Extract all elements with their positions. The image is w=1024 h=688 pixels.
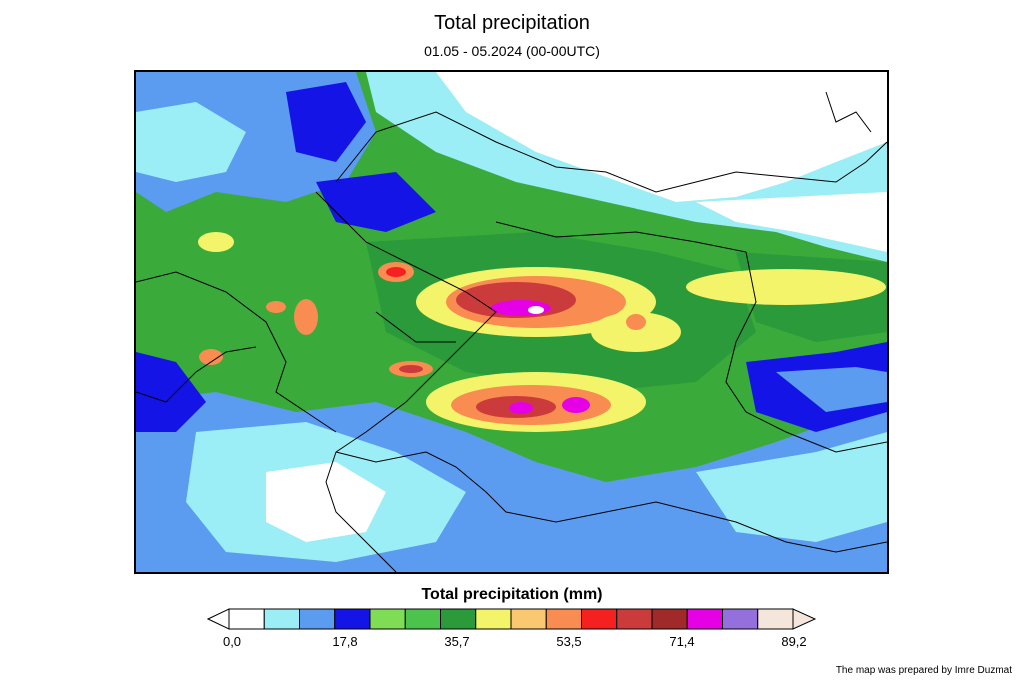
legend-svg: [206, 608, 817, 630]
border-b: [495, 221, 887, 453]
legend-color-box: [369, 608, 406, 630]
southeast-light-area: [696, 432, 887, 542]
legend-low-arrow: [206, 608, 230, 630]
legend-title: Total precipitation (mm): [421, 586, 603, 603]
legend-color-box: [545, 608, 582, 630]
color-legend: [206, 607, 819, 636]
legend-tick-label: 89,2: [781, 634, 807, 649]
core-orange-b: [294, 299, 318, 335]
border-lines: [136, 91, 887, 572]
north-core-peak: [528, 306, 544, 314]
legend-color-box: [228, 608, 265, 630]
northeast-dry-strip: [696, 192, 887, 252]
border-i: [825, 91, 872, 133]
legend-color-box: [299, 608, 336, 630]
border-g: [375, 311, 456, 343]
legend-color-box: [722, 608, 759, 630]
east-yellow-band: [686, 269, 886, 305]
border-e: [325, 451, 397, 572]
core-orange-f: [199, 349, 223, 365]
south-core-magenta-west: [509, 402, 533, 414]
legend-color-box: [651, 608, 688, 630]
central-north-dark-blue: [316, 172, 436, 232]
west-dark-blue: [136, 352, 206, 432]
date-range-subtitle: 01.05 - 05.2024 (00-00UTC): [424, 43, 600, 59]
north-dry-area: [436, 72, 887, 202]
legend-color-box: [686, 608, 723, 630]
legend-color-box: [440, 608, 477, 630]
map-credit: The map was prepared by Imre Duzmat: [835, 665, 1012, 676]
east-core-orange: [626, 314, 646, 330]
map-title: Total precipitation: [434, 12, 590, 34]
legend-color-box: [475, 608, 512, 630]
legend-color-box: [263, 608, 300, 630]
core-orange-c: [266, 301, 286, 313]
legend-color-box: [757, 608, 794, 630]
legend-color-boxes: [228, 608, 794, 630]
border-a: [315, 191, 497, 453]
legend-color-box: [334, 608, 371, 630]
border-d: [335, 451, 697, 523]
legend-color-box: [510, 608, 547, 630]
northwest-dark-blue: [286, 82, 366, 162]
south-core-magenta: [562, 397, 590, 413]
legend-high-arrow: [792, 608, 817, 630]
core-yellow-e: [198, 232, 234, 252]
southwest-dry-area: [266, 462, 386, 542]
east-blue: [776, 367, 887, 412]
legend-color-box: [404, 608, 441, 630]
coastline: [335, 111, 887, 193]
border-c: [136, 271, 337, 433]
map-svg: [136, 72, 887, 572]
legend-tick-label: 17,8: [332, 634, 358, 649]
precipitation-map: [134, 70, 889, 574]
border-h: [136, 346, 257, 403]
legend-tick-label: 53,5: [556, 634, 582, 649]
legend-tick-label: 35,7: [444, 634, 470, 649]
core-red-d: [399, 365, 423, 373]
legend-tick-label: 71,4: [669, 634, 695, 649]
legend-color-box: [616, 608, 653, 630]
border-f: [695, 511, 887, 553]
east-core-yellow: [591, 312, 681, 352]
legend-tick-label: 0,0: [222, 634, 242, 649]
legend-color-box: [581, 608, 618, 630]
core-red-a: [386, 267, 406, 277]
northwest-light-area: [136, 102, 246, 182]
